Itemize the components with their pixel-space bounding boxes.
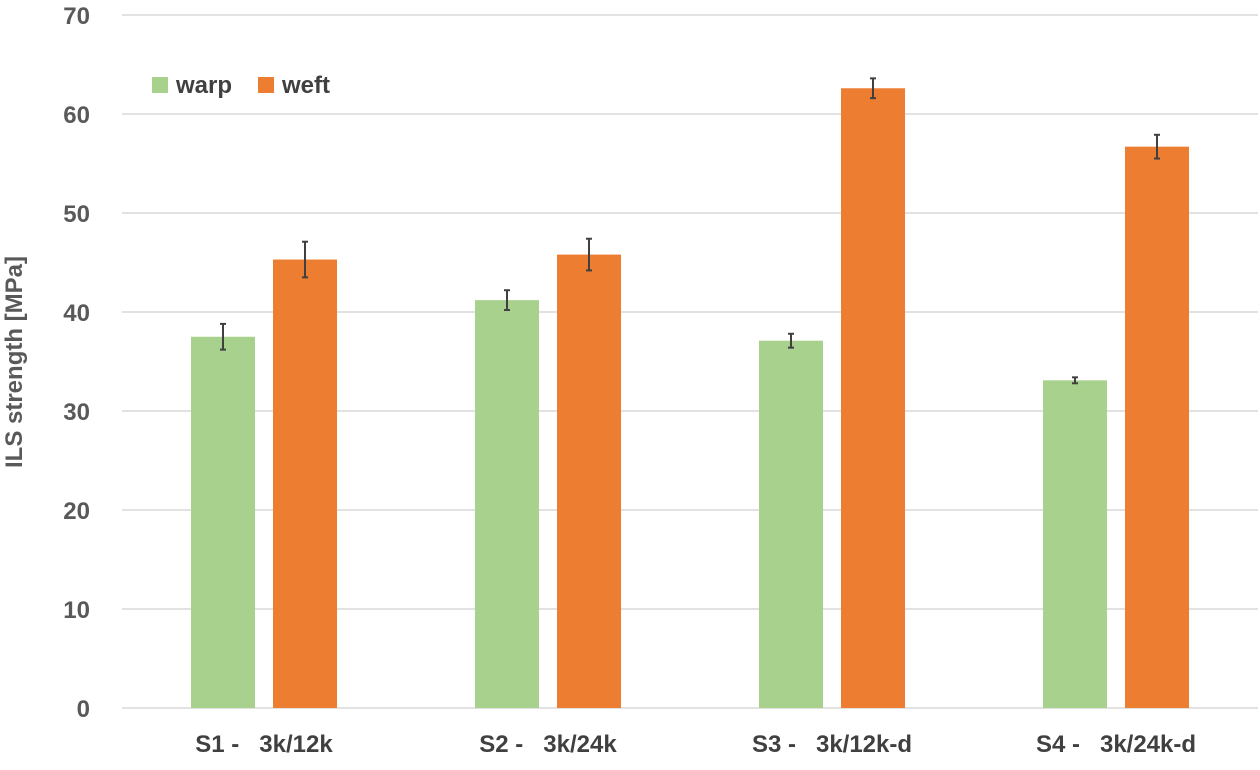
bar-warp (1043, 380, 1107, 708)
y-tick-label: 0 (77, 696, 90, 723)
y-tick-label: 20 (63, 498, 90, 525)
bar-warp (191, 336, 255, 708)
x-tick-label: S4 - 3k/24k-d (1036, 731, 1196, 758)
y-tick-label: 10 (63, 597, 90, 624)
bar-weft (1125, 146, 1189, 709)
y-tick-label: 60 (63, 102, 90, 129)
bar-weft (273, 259, 337, 708)
bar-warp (475, 300, 539, 708)
bar-weft (557, 254, 621, 708)
legend-label-warp: warp (175, 72, 232, 99)
y-tick-label: 50 (63, 201, 90, 228)
x-tick-label: S1 - 3k/12k (195, 731, 333, 758)
x-tick-labels: S1 - 3k/12k S2 - 3k/24k S3 - 3k/12k-d S4 - … (195, 731, 1196, 758)
y-tick-labels: 0 10 20 30 40 50 60 70 (63, 3, 90, 723)
legend-swatch-warp (152, 77, 168, 93)
bars (191, 77, 1189, 709)
y-tick-label: 30 (63, 399, 90, 426)
x-tick-label: S2 - 3k/24k (479, 731, 617, 758)
y-tick-label: 70 (63, 3, 90, 30)
x-tick-label: S3 - 3k/12k-d (752, 731, 912, 758)
legend-swatch-weft (258, 77, 274, 93)
y-axis-label: ILS strength [MPa] (1, 256, 28, 468)
legend: warp weft (152, 72, 330, 99)
bar-warp (759, 340, 823, 708)
bar-weft (841, 88, 905, 708)
legend-label-weft: weft (281, 72, 330, 99)
y-tick-label: 40 (63, 300, 90, 327)
